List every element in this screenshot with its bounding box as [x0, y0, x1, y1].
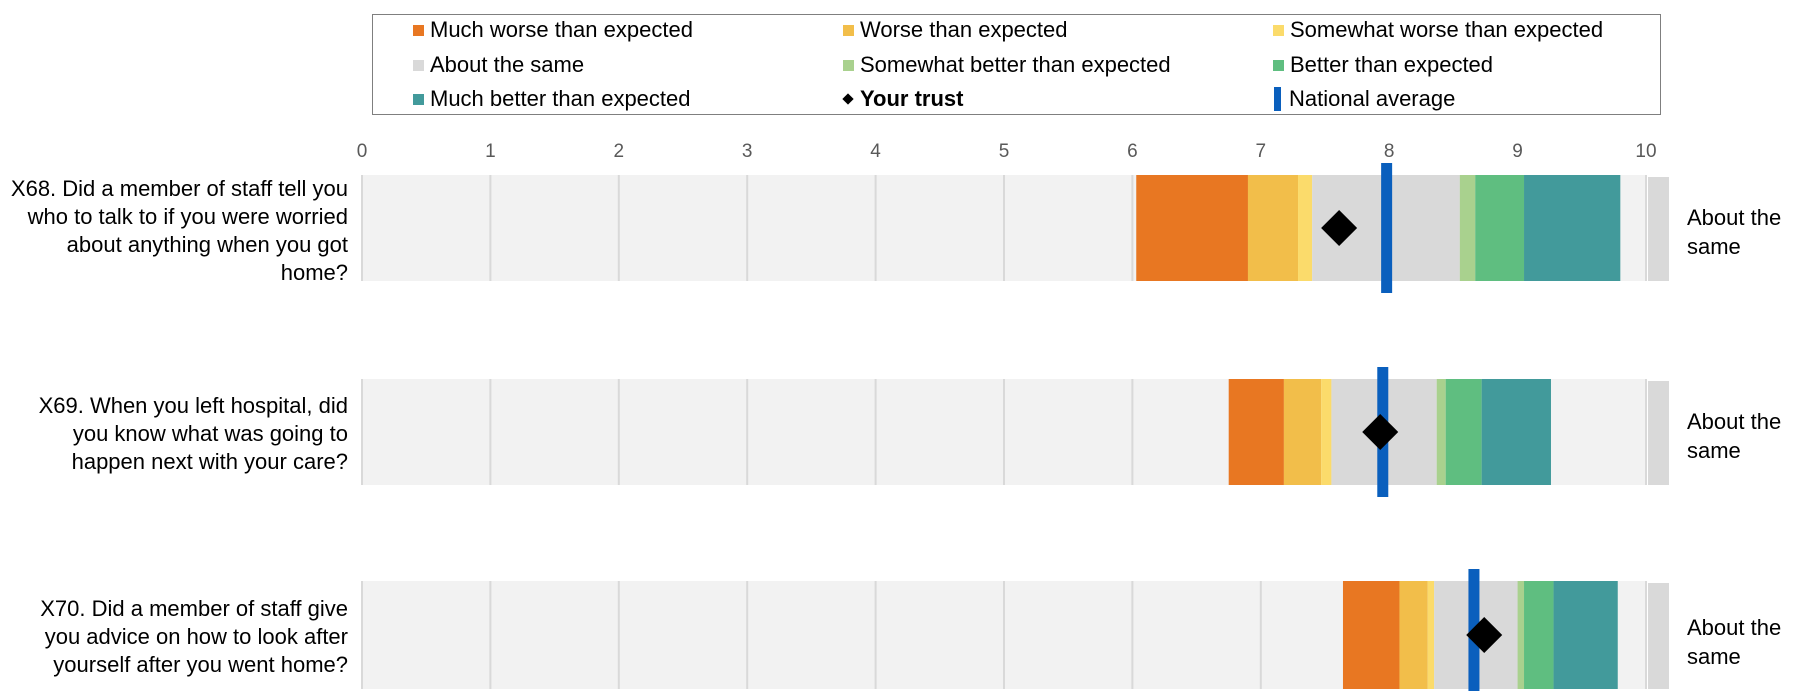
question-label-x68: X68. Did a member of staff tell you who …	[10, 176, 348, 285]
your-trust-marker	[1466, 617, 1503, 653]
legend-label-much-better: Much better than expected	[430, 86, 691, 111]
x-tick-label: 4	[870, 141, 881, 162]
legend-worse: Worse than expected	[843, 17, 1068, 43]
legend-label-much-worse: Much worse than expected	[430, 17, 693, 42]
legend-label-worse: Worse than expected	[860, 17, 1068, 42]
result-indicator-box	[1648, 381, 1669, 485]
legend-swatch-somewhat-better	[843, 59, 854, 71]
legend-swatch-better	[1273, 59, 1284, 71]
legend-about-same: About the same	[413, 52, 584, 78]
band-worse	[1283, 379, 1322, 485]
band-somewhat-better	[1517, 581, 1525, 689]
band-much-better	[1481, 379, 1551, 485]
x-tick-label: 10	[1635, 141, 1656, 162]
legend-label-your-trust: Your trust	[860, 86, 964, 111]
legend-bar-icon	[1274, 87, 1281, 111]
legend-somewhat-better: Somewhat better than expected	[843, 52, 1171, 78]
your-trust-marker	[1321, 210, 1358, 246]
band-somewhat-worse	[1321, 379, 1332, 485]
result-label-x69: About the same	[1687, 409, 1782, 463]
legend-much-worse: Much worse than expected	[413, 17, 693, 43]
x-tick-label: 6	[1127, 141, 1138, 162]
your-trust-marker	[1362, 414, 1399, 450]
band-better	[1475, 175, 1525, 281]
result-label-x70: About the same	[1687, 615, 1782, 669]
band-much-better	[1524, 175, 1621, 281]
legend-label-somewhat-better: Somewhat better than expected	[860, 52, 1171, 77]
band-somewhat-worse	[1298, 175, 1313, 281]
x-tick-label: 9	[1512, 141, 1523, 162]
chart-legend: Much worse than expected Worse than expe…	[372, 14, 1661, 115]
band-better	[1445, 379, 1482, 485]
result-indicator-box	[1648, 583, 1669, 689]
question-label-x70: X70. Did a member of staff give you advi…	[40, 596, 348, 677]
band-worse	[1399, 581, 1428, 689]
x-tick-label: 5	[999, 141, 1010, 162]
band-better	[1524, 581, 1554, 689]
band-somewhat-better	[1459, 175, 1476, 281]
legend-swatch-somewhat-worse	[1273, 24, 1284, 36]
legend-better: Better than expected	[1273, 52, 1493, 78]
x-tick-label: 1	[485, 141, 496, 162]
legend-somewhat-worse: Somewhat worse than expected	[1273, 17, 1603, 43]
band-much-worse	[1228, 379, 1284, 485]
band-much-worse	[1136, 175, 1248, 281]
band-somewhat-worse	[1427, 581, 1435, 689]
x-tick-label: 0	[357, 141, 368, 162]
result-indicator-box	[1648, 177, 1669, 281]
legend-label-about-same: About the same	[430, 52, 585, 77]
national-average-marker	[1381, 163, 1393, 293]
legend-swatch-much-worse	[413, 24, 424, 36]
legend-label-somewhat-worse: Somewhat worse than expected	[1290, 17, 1604, 42]
band-much-better	[1553, 581, 1618, 689]
x-tick-label: 3	[742, 141, 753, 162]
band-worse	[1247, 175, 1299, 281]
result-label-x68: About the same	[1687, 205, 1782, 259]
legend-your-trust: Your trust	[842, 86, 963, 112]
legend-swatch-much-better	[413, 93, 424, 105]
legend-much-better: Much better than expected	[413, 86, 691, 112]
x-tick-label: 2	[614, 141, 625, 162]
x-tick-label: 8	[1384, 141, 1395, 162]
band-much-worse	[1342, 581, 1400, 689]
question-label-x69: X69. When you left hospital, did you kno…	[38, 393, 348, 474]
x-tick-label: 7	[1256, 141, 1267, 162]
legend-label-better: Better than expected	[1290, 52, 1494, 77]
legend-swatch-about-same	[413, 59, 424, 71]
band-somewhat-better	[1436, 379, 1446, 485]
legend-national-average: National average	[1274, 86, 1455, 112]
legend-label-national-average: National average	[1289, 86, 1456, 111]
legend-swatch-worse	[843, 24, 854, 36]
